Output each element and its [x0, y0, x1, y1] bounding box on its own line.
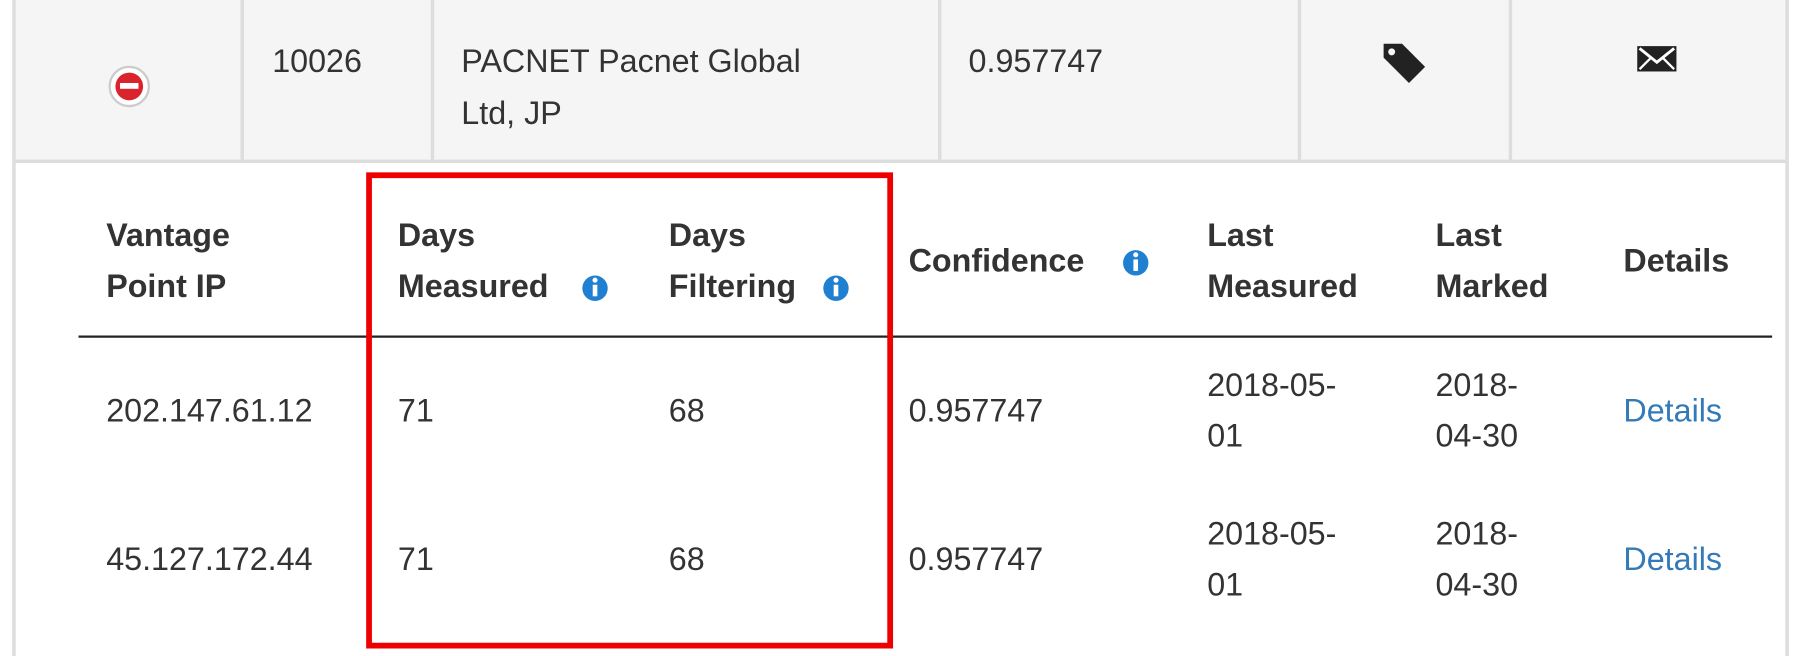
asn-name: Ltd, JP [461, 95, 561, 131]
table-cell: 04-30 [1435, 566, 1518, 602]
column-header: Measured [398, 268, 549, 304]
summary-grid [12, 0, 1789, 656]
confidence: 0.957747 [969, 43, 1104, 79]
details-link[interactable]: Details [1623, 541, 1722, 577]
detail-table: Vantage Point IP Days Measured Days Filtering… [106, 217, 1729, 602]
table-cell: 68 [669, 392, 705, 428]
tag-icon[interactable] [1383, 43, 1426, 84]
table-cell: 2018- [1435, 516, 1518, 552]
info-icon[interactable] [833, 277, 839, 283]
table-cell: 68 [669, 541, 705, 577]
collapse-button[interactable] [108, 65, 151, 108]
table-cell: 0.957747 [909, 392, 1044, 428]
table-cell: 2018- [1435, 367, 1518, 403]
table-cell: 71 [398, 392, 434, 428]
info-icon[interactable] [1133, 252, 1139, 258]
table-cell: 2018-05- [1207, 516, 1336, 552]
mail-icon[interactable] [1637, 46, 1677, 72]
info-icon[interactable] [592, 277, 598, 283]
asn-id: 10026 [272, 43, 362, 79]
table-cell: 01 [1207, 566, 1243, 602]
column-header: Confidence [909, 242, 1085, 278]
table-cell: 202.147.61.12 [106, 392, 312, 428]
details-link[interactable]: Details [1623, 392, 1722, 428]
column-header: Last [1435, 217, 1502, 253]
info-icon[interactable] [1133, 259, 1139, 271]
column-header: Measured [1207, 268, 1358, 304]
column-header: Vantage [106, 217, 230, 253]
asn-name: PACNET Pacnet Global [461, 43, 801, 79]
info-icon[interactable] [592, 284, 598, 297]
column-header: Details [1623, 242, 1729, 278]
highlight-box [366, 172, 894, 649]
column-header: Marked [1435, 268, 1548, 304]
table-cell: 45.127.172.44 [106, 541, 312, 577]
column-header: Days [669, 217, 746, 253]
table-cell: 0.957747 [909, 541, 1044, 577]
summary-row-bg [13, 0, 1788, 162]
column-header: Filtering [669, 268, 796, 304]
column-header: Point IP [106, 268, 226, 304]
table-cell: 2018-05- [1207, 367, 1336, 403]
info-icon[interactable] [833, 284, 839, 297]
table-cell: 01 [1207, 418, 1243, 454]
column-header: Days [398, 217, 475, 253]
column-header: Last [1207, 217, 1274, 253]
table-cell: 71 [398, 541, 434, 577]
table-cell: 04-30 [1435, 418, 1518, 454]
